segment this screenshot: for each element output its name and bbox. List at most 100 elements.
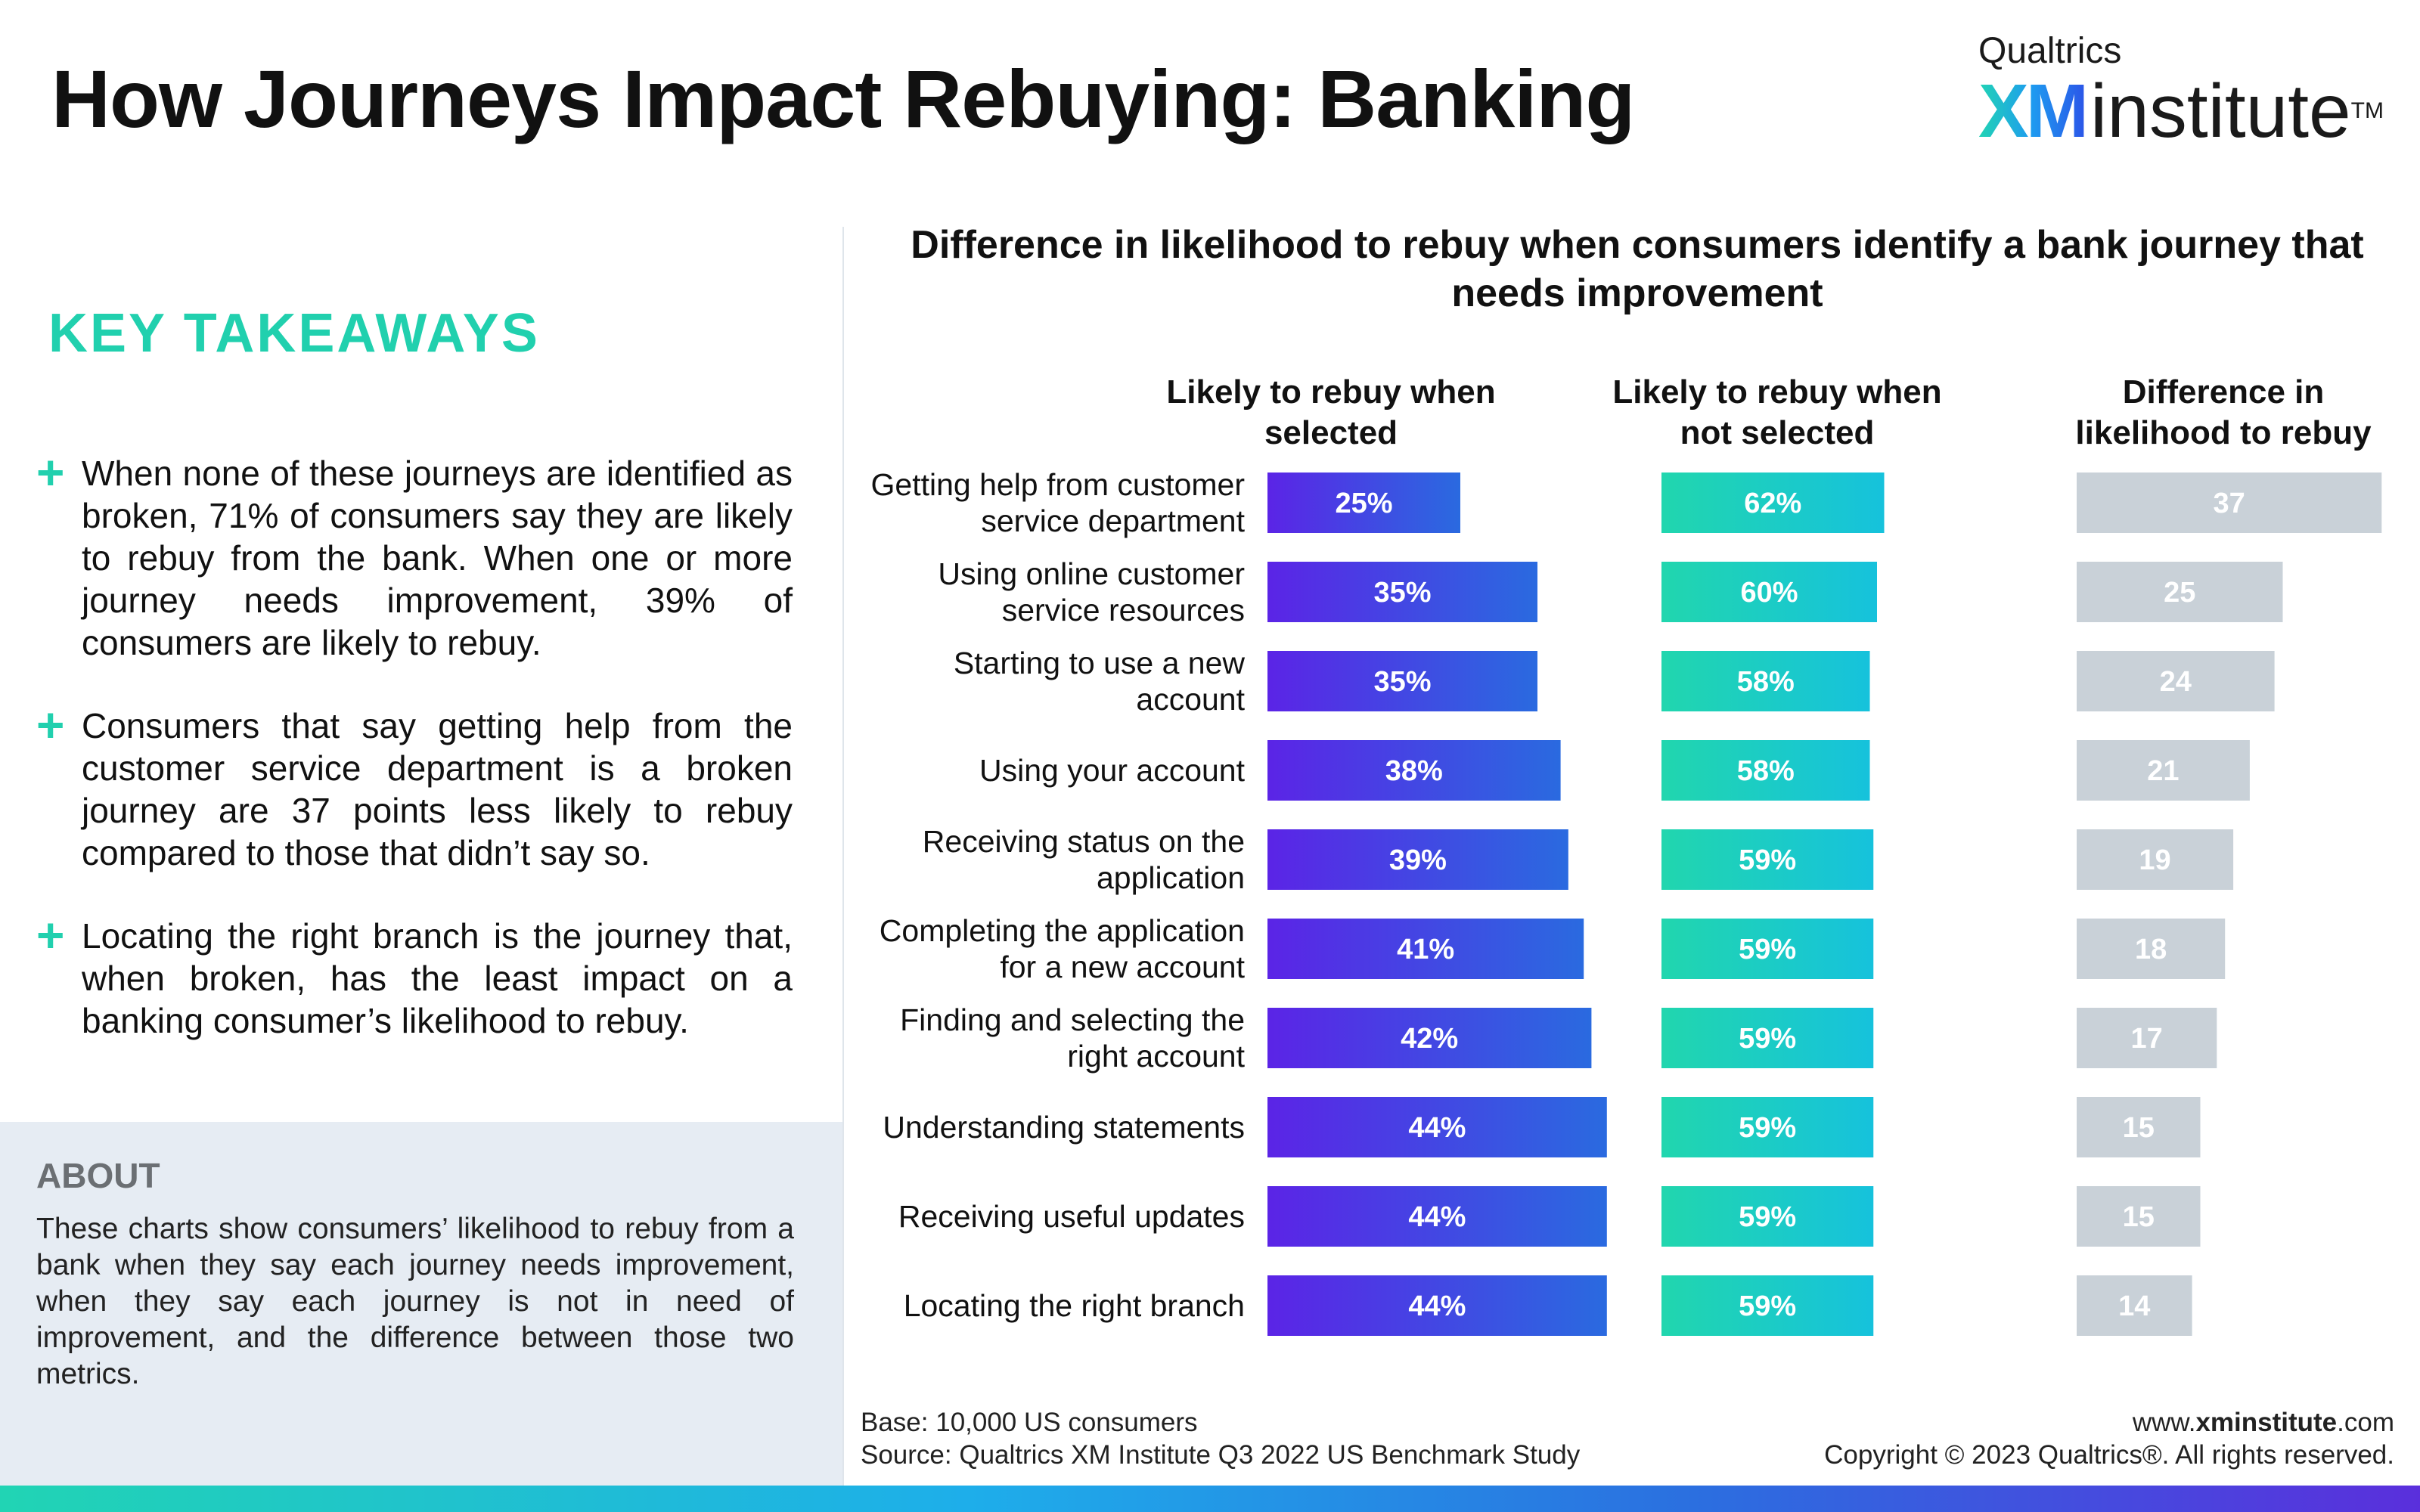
footer-source-text: Source: Qualtrics XM Institute Q3 2022 U… bbox=[861, 1440, 1581, 1470]
bar-selected bbox=[1267, 829, 1568, 890]
bar-not-selected bbox=[1661, 1097, 1874, 1157]
column-header-selected: Likely to rebuy when selected bbox=[1166, 373, 1496, 451]
category-label: Getting help from customer service depart… bbox=[871, 467, 1246, 538]
bar-selected bbox=[1267, 1275, 1607, 1336]
bar-selected bbox=[1267, 740, 1561, 801]
data-label-difference: 37 bbox=[2214, 488, 2245, 519]
bar-difference bbox=[2077, 562, 2283, 622]
key-takeaways-heading: KEY TAKEAWAYS bbox=[48, 303, 540, 364]
logo-xm-text: XM bbox=[1978, 69, 2089, 153]
bar-not-selected bbox=[1661, 562, 1877, 622]
data-label-not-selected: 59% bbox=[1739, 1023, 1796, 1055]
takeaway-text: Consumers that say getting help from the… bbox=[82, 706, 793, 872]
category-label: Receiving status on the application bbox=[923, 824, 1245, 895]
chart-title: Difference in likelihood to rebuy when c… bbox=[911, 223, 2364, 315]
bar-selected bbox=[1267, 472, 1460, 533]
bar-not-selected bbox=[1661, 1186, 1874, 1247]
bar-difference bbox=[2077, 1275, 2192, 1336]
data-label-not-selected: 59% bbox=[1739, 844, 1796, 876]
takeaway-item: + Consumers that say getting help from t… bbox=[36, 698, 793, 874]
xm-institute-logo: Qualtrics XMinstituteTM bbox=[1978, 30, 2384, 153]
data-label-difference: 15 bbox=[2123, 1112, 2155, 1144]
data-label-difference: 21 bbox=[2147, 755, 2179, 787]
category-label: Completing the application for a new acco… bbox=[880, 913, 1246, 984]
takeaway-text: Locating the right branch is the journey… bbox=[82, 916, 793, 1040]
bar-not-selected bbox=[1661, 1275, 1874, 1336]
bar-selected bbox=[1267, 1097, 1607, 1157]
data-label-selected: 42% bbox=[1401, 1023, 1458, 1055]
category-label: Using your account bbox=[979, 753, 1246, 788]
data-label-difference: 14 bbox=[2118, 1290, 2150, 1322]
bar-difference bbox=[2077, 919, 2226, 979]
footer-copyright: Copyright © 2023 Qualtrics®. All rights … bbox=[1824, 1440, 2394, 1470]
bar-not-selected bbox=[1661, 1008, 1874, 1068]
data-label-selected: 39% bbox=[1389, 844, 1447, 876]
logo-tm-mark: TM bbox=[2350, 98, 2384, 123]
footer-url[interactable]: www.xminstitute.com bbox=[2132, 1408, 2394, 1437]
category-label: Finding and selecting the right account bbox=[900, 1002, 1245, 1074]
data-label-not-selected: 60% bbox=[1740, 577, 1798, 609]
category-label: Locating the right branch bbox=[904, 1288, 1245, 1323]
bar-not-selected bbox=[1661, 829, 1874, 890]
bar-selected bbox=[1267, 651, 1537, 711]
data-label-selected: 44% bbox=[1408, 1112, 1466, 1144]
panel-divider bbox=[842, 227, 844, 1486]
bar-not-selected bbox=[1661, 472, 1885, 533]
plus-icon: + bbox=[36, 445, 65, 500]
data-label-not-selected: 59% bbox=[1739, 1201, 1796, 1233]
category-label: Receiving useful updates bbox=[898, 1199, 1245, 1234]
data-label-selected: 35% bbox=[1373, 666, 1431, 698]
category-label: Using online customer service resources bbox=[938, 556, 1245, 627]
bar-selected bbox=[1267, 1186, 1607, 1247]
data-label-difference: 15 bbox=[2123, 1201, 2155, 1233]
data-label-selected: 44% bbox=[1408, 1201, 1466, 1233]
takeaway-item: + When none of these journeys are identi… bbox=[36, 445, 793, 664]
page-title: How Journeys Impact Rebuying: Banking bbox=[51, 53, 1635, 144]
data-label-not-selected: 59% bbox=[1739, 1290, 1796, 1322]
data-label-difference: 17 bbox=[2131, 1023, 2163, 1055]
data-label-selected: 25% bbox=[1335, 488, 1392, 519]
bar-difference bbox=[2077, 472, 2382, 533]
data-label-not-selected: 59% bbox=[1739, 934, 1796, 965]
data-label-not-selected: 59% bbox=[1739, 1112, 1796, 1144]
column-header-not-selected: Likely to rebuy when not selected bbox=[1612, 373, 1942, 451]
bar-selected bbox=[1267, 562, 1537, 622]
data-label-difference: 25 bbox=[2164, 577, 2195, 609]
footer-base: Base: 10,000 US consumers bbox=[861, 1408, 1198, 1437]
logo-qualtrics-text: Qualtrics bbox=[1978, 31, 2122, 71]
data-label-difference: 18 bbox=[2135, 934, 2167, 965]
data-label-not-selected: 58% bbox=[1737, 666, 1795, 698]
takeaway-item: + Locating the right branch is the journ… bbox=[36, 908, 793, 1042]
bar-not-selected bbox=[1661, 740, 1870, 801]
bar-difference bbox=[2077, 1186, 2201, 1247]
footer-source: Base: 10,000 US consumers Source: Qualtr… bbox=[861, 1406, 1580, 1471]
about-text: These charts show consumers’ likelihood … bbox=[36, 1213, 794, 1390]
column-header-difference: Difference in likelihood to rebuy bbox=[2075, 373, 2372, 451]
bar-not-selected bbox=[1661, 919, 1874, 979]
about-heading: ABOUT bbox=[36, 1156, 160, 1195]
bar-selected bbox=[1267, 919, 1584, 979]
bottom-gradient-band bbox=[0, 1486, 2420, 1512]
bar-difference bbox=[2077, 829, 2234, 890]
category-label: Understanding statements bbox=[883, 1110, 1245, 1145]
data-label-not-selected: 58% bbox=[1737, 755, 1795, 787]
plus-icon: + bbox=[36, 698, 65, 752]
bar-difference bbox=[2077, 740, 2250, 801]
data-label-selected: 35% bbox=[1373, 577, 1431, 609]
plus-icon: + bbox=[36, 908, 65, 962]
bar-difference bbox=[2077, 1008, 2217, 1068]
data-label-selected: 44% bbox=[1408, 1290, 1466, 1322]
bar-difference bbox=[2077, 1097, 2201, 1157]
bar-difference bbox=[2077, 651, 2275, 711]
footer-credits: www.xminstitute.com Copyright © 2023 Qua… bbox=[1824, 1406, 2394, 1471]
about-panel: ABOUT These charts show consumers’ likel… bbox=[0, 1122, 842, 1486]
data-label-selected: 41% bbox=[1397, 934, 1454, 965]
bar-not-selected bbox=[1661, 651, 1870, 711]
data-label-selected: 38% bbox=[1385, 755, 1443, 787]
takeaway-text: When none of these journeys are identifi… bbox=[82, 454, 793, 662]
data-label-difference: 24 bbox=[2160, 666, 2192, 698]
category-label: Starting to use a new account bbox=[954, 646, 1246, 717]
data-label-not-selected: 62% bbox=[1744, 488, 1801, 519]
logo-institute-text: institute bbox=[2090, 69, 2351, 153]
